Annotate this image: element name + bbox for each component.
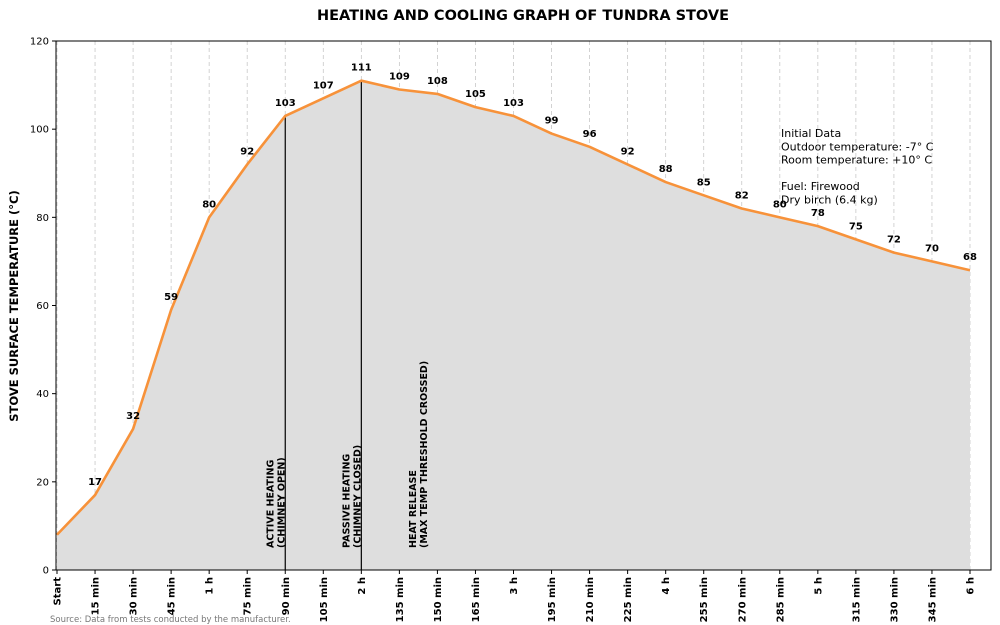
data-label: 92 (621, 146, 635, 157)
y-tick-label: 60 (36, 301, 49, 312)
y-axis-label: STOVE SURFACE TEMPERATURE (°C) (7, 190, 21, 421)
x-tick-label: 315 min (851, 577, 862, 622)
x-tick-label: 135 min (395, 577, 406, 622)
data-label: 99 (545, 116, 559, 127)
data-label: 75 (849, 221, 863, 232)
annotation-label: (MAX TEMP THRESHOLD CROSSED) (419, 361, 430, 548)
data-label: 96 (583, 129, 597, 140)
x-tick-label: 75 min (243, 577, 254, 615)
x-tick-label: 90 min (281, 577, 292, 615)
x-tick-label: 270 min (737, 577, 748, 622)
x-tick-label: 45 min (167, 577, 178, 615)
x-tick-label: 4 h (661, 577, 672, 595)
x-tick-label: 285 min (775, 577, 786, 622)
y-tick-label: 0 (43, 566, 49, 577)
x-tick-label: 210 min (585, 577, 596, 622)
data-label: 109 (389, 71, 410, 82)
data-label: 17 (88, 477, 102, 488)
data-label: 78 (811, 208, 825, 219)
data-label: 103 (275, 98, 296, 109)
x-tick-label: Start (53, 577, 64, 606)
data-label: 80 (773, 199, 787, 210)
info-text: Dry birch (6.4 kg) (781, 194, 878, 207)
data-label: 108 (427, 76, 448, 87)
annotation-label: (CHIMNEY CLOSED) (352, 445, 363, 548)
x-tick-label: 30 min (129, 577, 140, 615)
data-label: 111 (351, 63, 372, 74)
series-line (56, 79, 971, 536)
data-label: 32 (126, 411, 140, 422)
annotation-label: HEAT RELEASE (408, 470, 419, 548)
x-tick-label: 150 min (433, 577, 444, 622)
y-tick-label: 40 (36, 389, 49, 400)
info-text: Initial Data (781, 127, 841, 140)
x-tick-label: 15 min (91, 577, 102, 615)
x-tick-label: 345 min (927, 577, 938, 622)
x-tick-label: 105 min (319, 577, 330, 622)
chart-title: HEATING AND COOLING GRAPH OF TUNDRA STOV… (317, 8, 729, 24)
plot-area: ACTIVE HEATING (CHIMNEY OPEN) PASSIVE HEAT… (30, 37, 992, 622)
info-text: Room temperature: +10° C (781, 154, 932, 167)
data-label: 70 (925, 243, 939, 254)
x-tick-label: 1 h (205, 577, 216, 595)
x-tick-label: 195 min (547, 577, 558, 622)
annotation-label: PASSIVE HEATING (341, 454, 352, 548)
info-text: Outdoor temperature: -7° C (781, 140, 934, 153)
x-tick-label: 330 min (889, 577, 900, 622)
x-tick-label: 6 h (966, 577, 977, 595)
x-tick-label: 225 min (623, 577, 634, 622)
y-tick-label: 80 (36, 213, 49, 224)
data-label: 88 (659, 164, 673, 175)
y-tick-label: 20 (36, 477, 49, 488)
info-text: Fuel: Firewood (781, 180, 860, 193)
data-label: 82 (735, 191, 749, 202)
annotation-label: (CHIMNEY OPEN) (276, 457, 287, 548)
data-label: 107 (313, 80, 334, 91)
x-tick-label: 2 h (357, 577, 368, 595)
x-tick-label: 255 min (699, 577, 710, 622)
source-note: Source: Data from tests conducted by the… (50, 615, 291, 625)
y-tick-label: 100 (30, 125, 49, 136)
annotation-label: ACTIVE HEATING (265, 459, 276, 548)
data-label: 72 (887, 235, 901, 246)
data-label: 80 (202, 199, 216, 210)
x-tick-label: 165 min (471, 577, 482, 622)
y-tick-label: 120 (30, 37, 49, 48)
data-label: 68 (963, 252, 977, 263)
x-tick-label: 3 h (509, 577, 520, 595)
x-tick-label: 5 h (813, 577, 824, 595)
data-label: 92 (240, 146, 254, 157)
data-label: 105 (465, 89, 486, 100)
data-label: 85 (697, 177, 711, 188)
data-label: 103 (503, 98, 524, 109)
data-label: 59 (164, 292, 178, 303)
